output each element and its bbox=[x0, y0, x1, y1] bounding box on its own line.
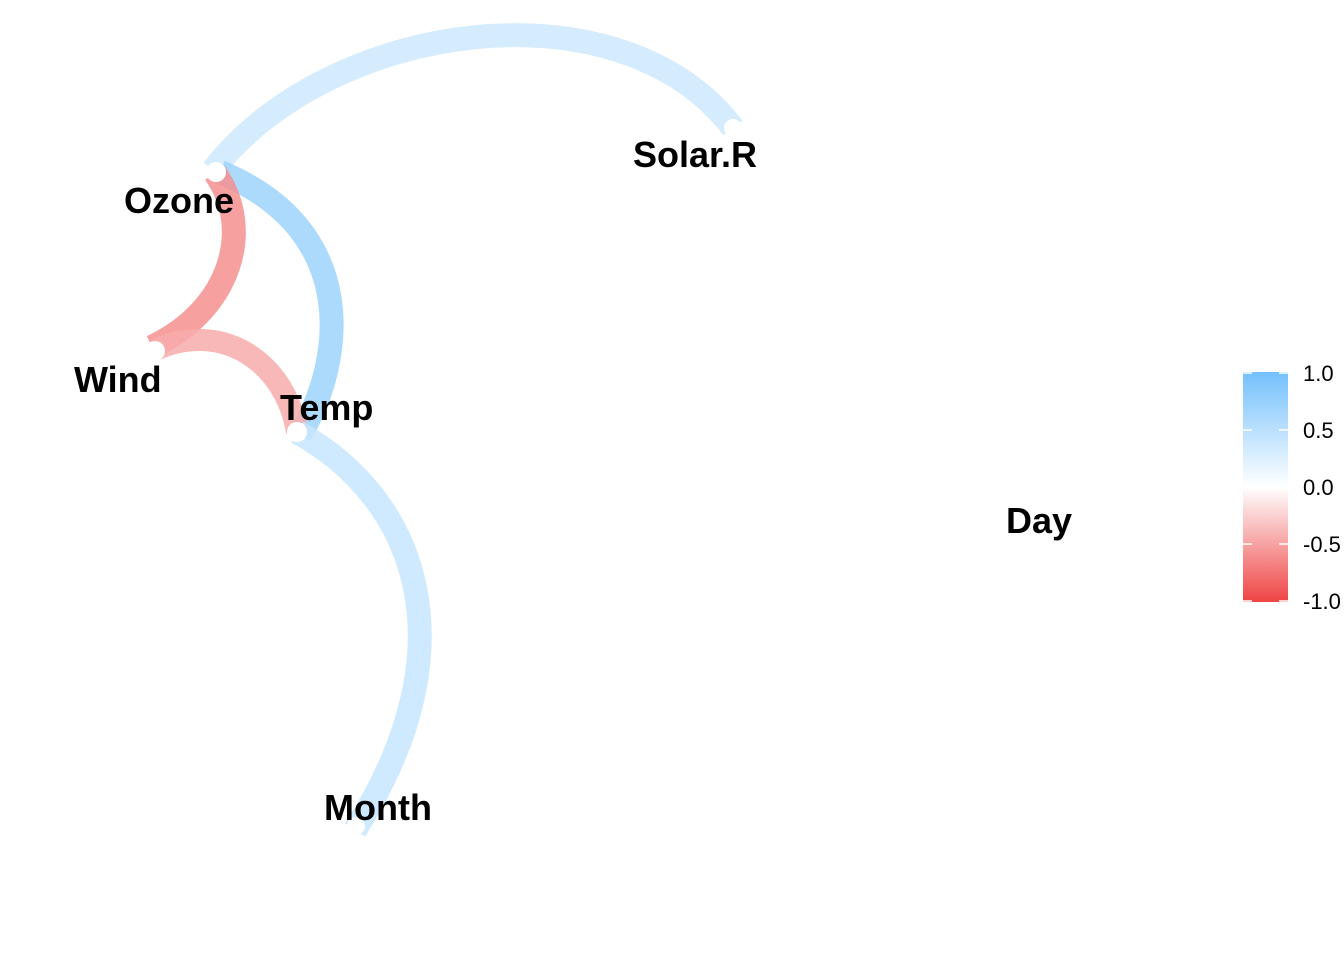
legend-tick-label-minus-1: -1.0 bbox=[1303, 589, 1341, 614]
edge-wind-temp bbox=[150, 329, 308, 435]
node-label-wind: Wind bbox=[74, 359, 162, 400]
color-legend: 1.0 0.5 0.0 -0.5 -1.0 bbox=[1243, 361, 1341, 614]
node-label-month: Month bbox=[324, 787, 432, 828]
node-markers bbox=[145, 119, 742, 835]
node-marker-ozone bbox=[206, 162, 226, 182]
node-label-temp: Temp bbox=[280, 387, 373, 428]
legend-ticks bbox=[1243, 372, 1288, 602]
legend-tick-label-minus-0-5: -0.5 bbox=[1303, 532, 1341, 557]
edge-layer bbox=[146, 23, 743, 837]
node-marker-month bbox=[347, 817, 365, 835]
legend-tick-label-0-5: 0.5 bbox=[1303, 418, 1334, 443]
node-label-day: Day bbox=[1006, 500, 1072, 541]
legend-tick-label-0: 0.0 bbox=[1303, 475, 1334, 500]
node-marker-solar-r bbox=[724, 119, 742, 137]
edge-temp-month bbox=[291, 421, 432, 837]
legend-tick-label-1: 1.0 bbox=[1303, 361, 1334, 386]
node-labels: Ozone Solar.R Wind Temp Month Day bbox=[74, 134, 1072, 828]
edge-ozone-temp bbox=[215, 160, 344, 442]
edge-ozone-solar-r bbox=[203, 23, 743, 178]
node-marker-temp bbox=[287, 422, 307, 442]
node-marker-wind bbox=[145, 341, 165, 361]
node-label-solar-r: Solar.R bbox=[633, 134, 757, 175]
node-label-ozone: Ozone bbox=[124, 180, 234, 221]
